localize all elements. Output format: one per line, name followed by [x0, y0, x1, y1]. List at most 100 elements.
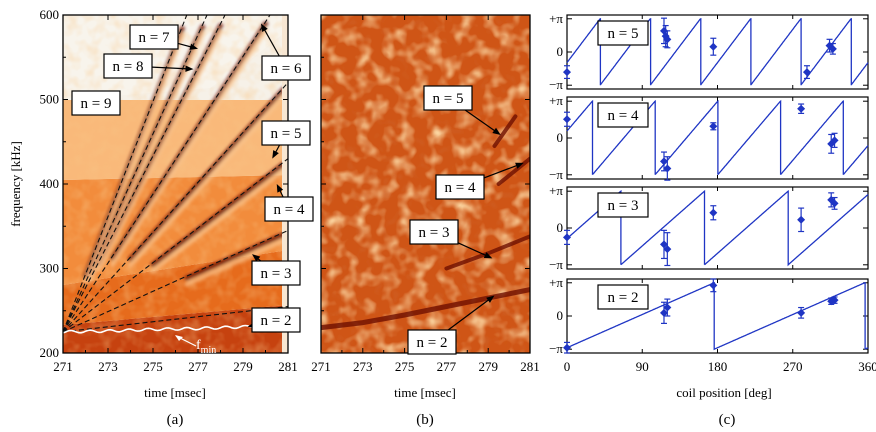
x-tick-label: 279: [478, 359, 498, 374]
phase-y-tick-label: −π: [549, 77, 563, 92]
mode-ridge: [96, 23, 223, 266]
x-ticks-a: 271 273 275 277 279 281: [53, 15, 298, 374]
phase-point: [659, 301, 668, 324]
phase-point: [709, 122, 718, 131]
mode-fit-line: [63, 15, 271, 333]
y-tick-label: 200: [40, 345, 60, 360]
label-box: [264, 196, 314, 222]
phase-subplot: +π 0 −π n = 3: [549, 183, 869, 272]
mode-label-box: n = 3: [251, 254, 301, 286]
phase-subplot-label: n = 4: [608, 108, 639, 124]
panel-label-b: (b): [416, 412, 434, 428]
mode-label-box-b: n = 2: [407, 295, 495, 355]
phase-point: [563, 341, 571, 354]
label-text: n = 4: [445, 180, 476, 196]
label-text: n = 2: [417, 335, 448, 351]
label-box: [435, 174, 485, 200]
mode-ridge-b: [492, 114, 518, 148]
label-box: [261, 55, 311, 81]
label-arrow: [457, 242, 489, 257]
phase-y-tick-label: +π: [549, 183, 563, 198]
y-tick-label: 300: [40, 261, 60, 276]
phase-fit-line: [566, 17, 869, 86]
x-axis-label-c: coil position [deg]: [676, 385, 771, 400]
phase-point: [659, 229, 668, 260]
mode-label-box-b: n = 5: [423, 85, 501, 135]
mode-ridge-halo: [83, 32, 185, 285]
x-tick-label: 277: [437, 359, 457, 374]
phase-point: [797, 207, 806, 233]
phase-point: [797, 103, 806, 115]
fmin-curve: [63, 324, 266, 334]
phase-point: [663, 30, 672, 49]
label-arrowhead: [483, 252, 493, 259]
label-arrowhead: [492, 127, 501, 135]
ridges-b: [321, 114, 530, 331]
phase-point: [663, 156, 672, 181]
mode-ridge: [150, 161, 286, 268]
mode-ridge-b: [444, 234, 530, 271]
phase-x-tick-label: 180: [708, 359, 728, 374]
label-text: n = 8: [113, 59, 144, 75]
phase-point: [563, 65, 571, 80]
phase-subplot-label: n = 3: [608, 198, 639, 214]
x-tick-label: 277: [188, 359, 208, 374]
mode-fit-line: [63, 15, 226, 333]
mode-ridge-halo: [128, 93, 286, 268]
mode-labels-a: n = 2 n = 3 n = 4 n = 5 n = 6 n = 7 n = 8 n = 9: [71, 23, 314, 333]
x-tick-label: 271: [53, 359, 73, 374]
x-tick-label: 279: [233, 359, 253, 374]
phase-y-tick-label: −π: [549, 167, 563, 182]
mode-fit-line: [63, 158, 288, 333]
mode-label-box-b: n = 3: [409, 219, 493, 259]
label-arrowhead: [185, 65, 194, 72]
label-text: n = 2: [261, 313, 292, 329]
label-text: n = 3: [261, 266, 292, 282]
label-box: [409, 219, 459, 245]
phase-y-tick-label: 0: [557, 130, 564, 145]
mode-ridge-b: [496, 156, 530, 186]
phase-y-tick-label: −π: [549, 341, 563, 356]
phase-subplot: +π 0 −π n = 5: [549, 11, 869, 92]
phase-y-tick-label: 0: [557, 220, 564, 235]
fmin-annotation: fmin: [175, 335, 216, 356]
phase-x-tick-label: 0: [564, 359, 571, 374]
phase-subplot-label-box: [597, 192, 649, 218]
x-tick-label: 273: [353, 359, 373, 374]
label-box: [129, 24, 179, 50]
mode-ridge-halo: [150, 167, 286, 274]
label-arrowhead: [486, 295, 495, 303]
phase-point: [797, 306, 806, 319]
ridges-a: [83, 21, 286, 287]
phase-subplot-label-box: [597, 102, 649, 128]
phase-point: [709, 37, 718, 56]
phase-point: [663, 232, 672, 267]
x-axis-label-b: time [msec]: [394, 385, 456, 400]
panel-label-c: (c): [719, 412, 736, 428]
mode-label-box: n = 5: [261, 120, 311, 159]
phase-point: [709, 205, 718, 221]
y-ticks-b: [321, 14, 530, 354]
spectrogram-b-image: [321, 15, 530, 353]
label-arrow: [464, 109, 497, 133]
label-arrow: [151, 66, 189, 70]
label-text: n = 3: [419, 225, 450, 241]
x-tick-label: 275: [143, 359, 163, 374]
mode-ridge-b: [321, 287, 530, 331]
label-box: [407, 329, 457, 355]
x-tick-label: 281: [520, 359, 540, 374]
phase-point: [802, 65, 811, 80]
label-box: [103, 53, 153, 79]
mode-ridge-halo: [110, 27, 268, 267]
mode-ridge-halo: [184, 238, 286, 287]
mode-ridge: [184, 232, 286, 281]
mode-ridge-halo: [87, 30, 205, 283]
x-axis-label-a: time [msec]: [144, 385, 206, 400]
fmin-label: fmin: [196, 338, 216, 356]
mode-fit-line: [63, 229, 288, 333]
panel-label-a: (a): [167, 412, 184, 428]
phase-panel-c: +π0−πn = 5+π0−πn = 4+π0−πn = 3+π0−πn = 2…: [549, 11, 876, 374]
label-arrow: [447, 298, 491, 331]
mode-fit-line: [63, 305, 288, 333]
phase-fit-line: [566, 99, 869, 176]
